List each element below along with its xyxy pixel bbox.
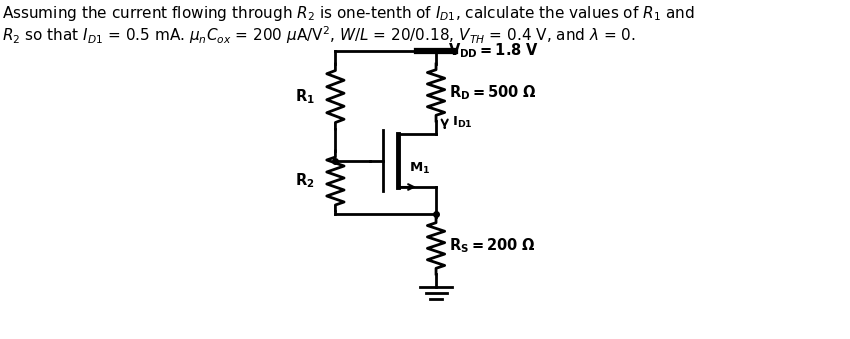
Text: $\mathbf{I_{D1}}$: $\mathbf{I_{D1}}$ (452, 115, 473, 130)
Text: $\mathbf{V_{DD} = 1.8\ V}$: $\mathbf{V_{DD} = 1.8\ V}$ (448, 42, 538, 60)
Text: Assuming the current flowing through $R_2$ is one-tenth of $I_{D1}$, calculate t: Assuming the current flowing through $R_… (2, 4, 694, 23)
Text: $R_2$ so that $I_{D1}$ = 0.5 mA. $\mu_n C_{ox}$ = 200 $\mu$A/V$^2$, $W/L$ = 20/0: $R_2$ so that $I_{D1}$ = 0.5 mA. $\mu_n … (2, 24, 636, 46)
Text: $\mathbf{R_2}$: $\mathbf{R_2}$ (295, 172, 314, 191)
Text: $\mathbf{M_1}$: $\mathbf{M_1}$ (409, 161, 430, 176)
Text: $\mathbf{R_1}$: $\mathbf{R_1}$ (295, 87, 315, 106)
Text: $\mathbf{R_D = 500\ \Omega}$: $\mathbf{R_D = 500\ \Omega}$ (450, 83, 537, 102)
Text: $\mathbf{R_S = 200\ \Omega}$: $\mathbf{R_S = 200\ \Omega}$ (450, 236, 536, 255)
